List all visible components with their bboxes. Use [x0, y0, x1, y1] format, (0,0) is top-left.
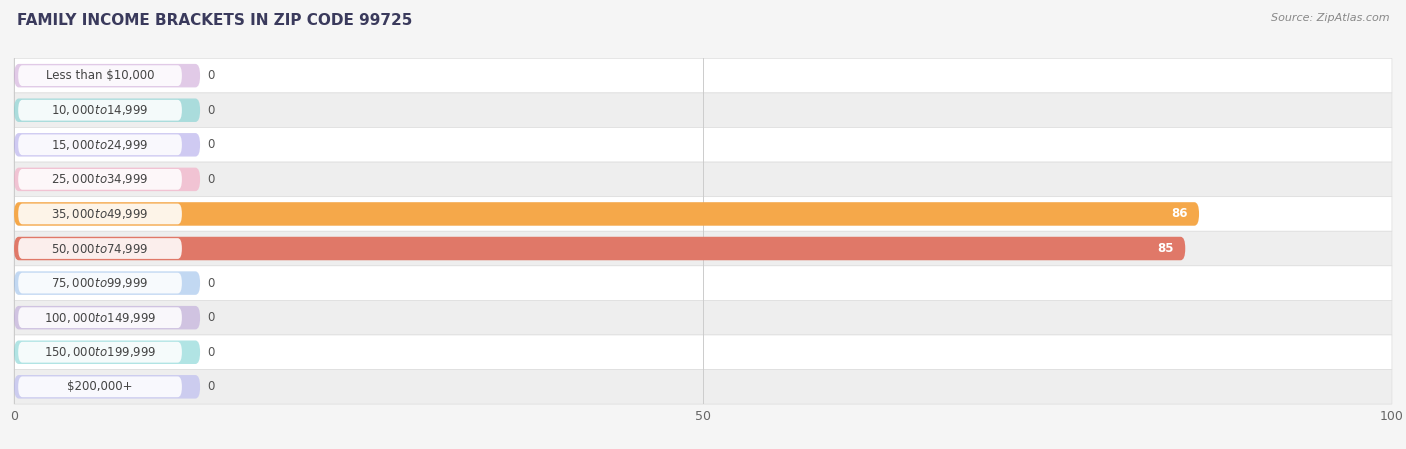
FancyBboxPatch shape: [14, 167, 200, 191]
FancyBboxPatch shape: [14, 58, 1392, 93]
FancyBboxPatch shape: [14, 197, 1392, 231]
Text: $10,000 to $14,999: $10,000 to $14,999: [51, 103, 149, 117]
Text: 85: 85: [1157, 242, 1174, 255]
Text: $15,000 to $24,999: $15,000 to $24,999: [51, 138, 149, 152]
FancyBboxPatch shape: [14, 98, 200, 122]
Text: 0: 0: [207, 138, 214, 151]
Text: 0: 0: [207, 311, 214, 324]
Text: 0: 0: [207, 346, 214, 359]
FancyBboxPatch shape: [18, 307, 181, 328]
Text: 0: 0: [207, 69, 214, 82]
FancyBboxPatch shape: [18, 134, 181, 155]
FancyBboxPatch shape: [14, 133, 200, 157]
Text: $25,000 to $34,999: $25,000 to $34,999: [51, 172, 149, 186]
Text: Source: ZipAtlas.com: Source: ZipAtlas.com: [1271, 13, 1389, 23]
FancyBboxPatch shape: [18, 376, 181, 397]
FancyBboxPatch shape: [14, 202, 1199, 226]
Text: 0: 0: [207, 380, 214, 393]
Text: $150,000 to $199,999: $150,000 to $199,999: [44, 345, 156, 359]
FancyBboxPatch shape: [18, 342, 181, 363]
FancyBboxPatch shape: [18, 238, 181, 259]
FancyBboxPatch shape: [14, 335, 1392, 370]
FancyBboxPatch shape: [14, 93, 1392, 128]
FancyBboxPatch shape: [14, 375, 200, 399]
FancyBboxPatch shape: [14, 306, 200, 330]
FancyBboxPatch shape: [14, 162, 1392, 197]
FancyBboxPatch shape: [18, 65, 181, 86]
Text: $35,000 to $49,999: $35,000 to $49,999: [51, 207, 149, 221]
Text: 0: 0: [207, 173, 214, 186]
FancyBboxPatch shape: [14, 271, 200, 295]
FancyBboxPatch shape: [18, 203, 181, 224]
FancyBboxPatch shape: [18, 273, 181, 294]
FancyBboxPatch shape: [14, 370, 1392, 404]
Text: $100,000 to $149,999: $100,000 to $149,999: [44, 311, 156, 325]
Text: FAMILY INCOME BRACKETS IN ZIP CODE 99725: FAMILY INCOME BRACKETS IN ZIP CODE 99725: [17, 13, 412, 28]
FancyBboxPatch shape: [14, 340, 200, 364]
FancyBboxPatch shape: [14, 128, 1392, 162]
FancyBboxPatch shape: [18, 100, 181, 121]
FancyBboxPatch shape: [14, 266, 1392, 300]
FancyBboxPatch shape: [14, 237, 1185, 260]
Text: 0: 0: [207, 104, 214, 117]
Text: 0: 0: [207, 277, 214, 290]
Text: 86: 86: [1171, 207, 1188, 220]
FancyBboxPatch shape: [18, 169, 181, 190]
Text: $200,000+: $200,000+: [67, 380, 132, 393]
Text: Less than $10,000: Less than $10,000: [46, 69, 155, 82]
FancyBboxPatch shape: [14, 64, 200, 88]
Text: $75,000 to $99,999: $75,000 to $99,999: [51, 276, 149, 290]
FancyBboxPatch shape: [14, 300, 1392, 335]
FancyBboxPatch shape: [14, 231, 1392, 266]
Text: $50,000 to $74,999: $50,000 to $74,999: [51, 242, 149, 255]
